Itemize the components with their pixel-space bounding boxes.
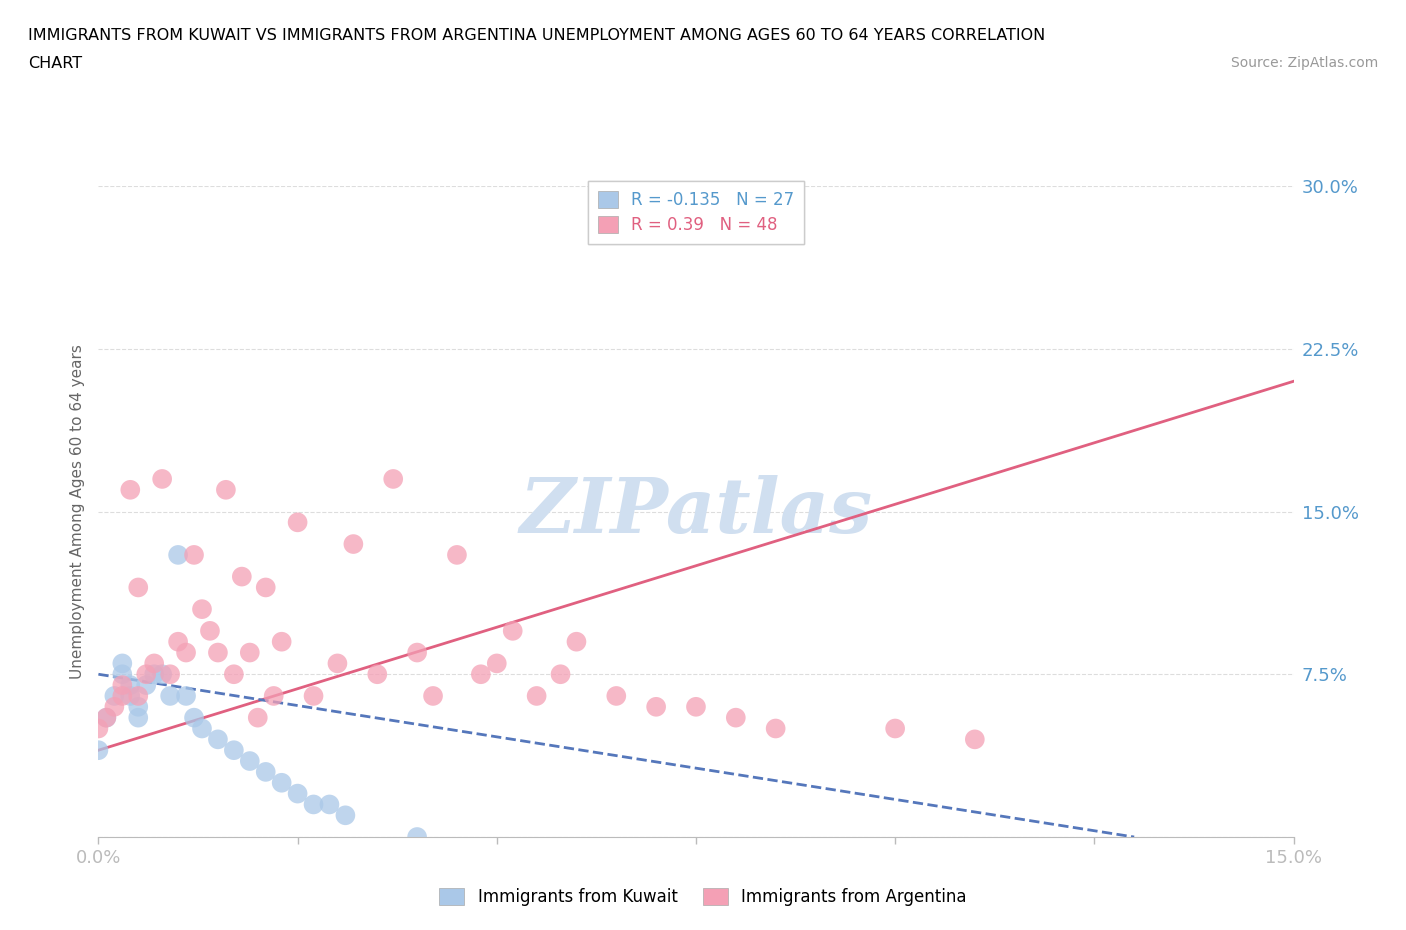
Point [167, 548, 190, 563]
Point [406, 830, 429, 844]
Point [502, 623, 524, 638]
Point [550, 667, 572, 682]
Point [127, 699, 149, 714]
Point [565, 634, 588, 649]
Point [135, 667, 157, 682]
Point [318, 797, 340, 812]
Point [366, 667, 388, 682]
Point [159, 667, 181, 682]
Point [382, 472, 405, 486]
Point [135, 678, 157, 693]
Point [605, 688, 627, 703]
Point [231, 569, 253, 584]
Point [143, 667, 166, 682]
Point [254, 580, 277, 595]
Point [270, 776, 292, 790]
Point [183, 711, 205, 725]
Point [167, 634, 190, 649]
Point [446, 548, 468, 563]
Point [254, 764, 277, 779]
Point [150, 667, 173, 682]
Point [207, 732, 229, 747]
Point [96, 711, 118, 725]
Point [335, 808, 357, 823]
Point [884, 721, 907, 736]
Point [470, 667, 492, 682]
Point [159, 688, 181, 703]
Point [685, 699, 707, 714]
Point [111, 678, 134, 693]
Text: ZIPatlas: ZIPatlas [519, 474, 873, 549]
Point [246, 711, 269, 725]
Point [174, 688, 197, 703]
Point [103, 688, 125, 703]
Point [120, 483, 142, 498]
Point [287, 786, 309, 801]
Point [198, 623, 221, 638]
Text: CHART: CHART [28, 56, 82, 71]
Point [111, 688, 134, 703]
Point [963, 732, 986, 747]
Point [222, 667, 245, 682]
Point [302, 797, 325, 812]
Text: IMMIGRANTS FROM KUWAIT VS IMMIGRANTS FROM ARGENTINA UNEMPLOYMENT AMONG AGES 60 T: IMMIGRANTS FROM KUWAIT VS IMMIGRANTS FRO… [28, 28, 1046, 43]
Y-axis label: Unemployment Among Ages 60 to 64 years: Unemployment Among Ages 60 to 64 years [69, 344, 84, 679]
Point [222, 743, 245, 758]
Point [103, 699, 125, 714]
Point [87, 721, 110, 736]
Point [526, 688, 548, 703]
Point [263, 688, 285, 703]
Point [765, 721, 787, 736]
Point [287, 515, 309, 530]
Point [87, 743, 110, 758]
Point [111, 667, 134, 682]
Point [326, 656, 349, 671]
Point [207, 645, 229, 660]
Legend: Immigrants from Kuwait, Immigrants from Argentina: Immigrants from Kuwait, Immigrants from … [433, 881, 973, 912]
Point [127, 580, 149, 595]
Point [724, 711, 747, 725]
Point [174, 645, 197, 660]
Point [191, 602, 214, 617]
Point [215, 483, 238, 498]
Point [183, 548, 205, 563]
Point [150, 472, 173, 486]
Point [485, 656, 508, 671]
Point [143, 656, 166, 671]
Legend: R = -0.135   N = 27, R = 0.39   N = 48: R = -0.135 N = 27, R = 0.39 N = 48 [588, 181, 804, 245]
Point [270, 634, 292, 649]
Point [302, 688, 325, 703]
Point [239, 753, 262, 768]
Point [406, 645, 429, 660]
Point [239, 645, 262, 660]
Point [96, 711, 118, 725]
Point [342, 537, 364, 551]
Point [120, 688, 142, 703]
Point [120, 678, 142, 693]
Point [111, 656, 134, 671]
Point [127, 688, 149, 703]
Point [191, 721, 214, 736]
Text: Source: ZipAtlas.com: Source: ZipAtlas.com [1230, 56, 1378, 70]
Point [422, 688, 444, 703]
Point [645, 699, 668, 714]
Point [127, 711, 149, 725]
